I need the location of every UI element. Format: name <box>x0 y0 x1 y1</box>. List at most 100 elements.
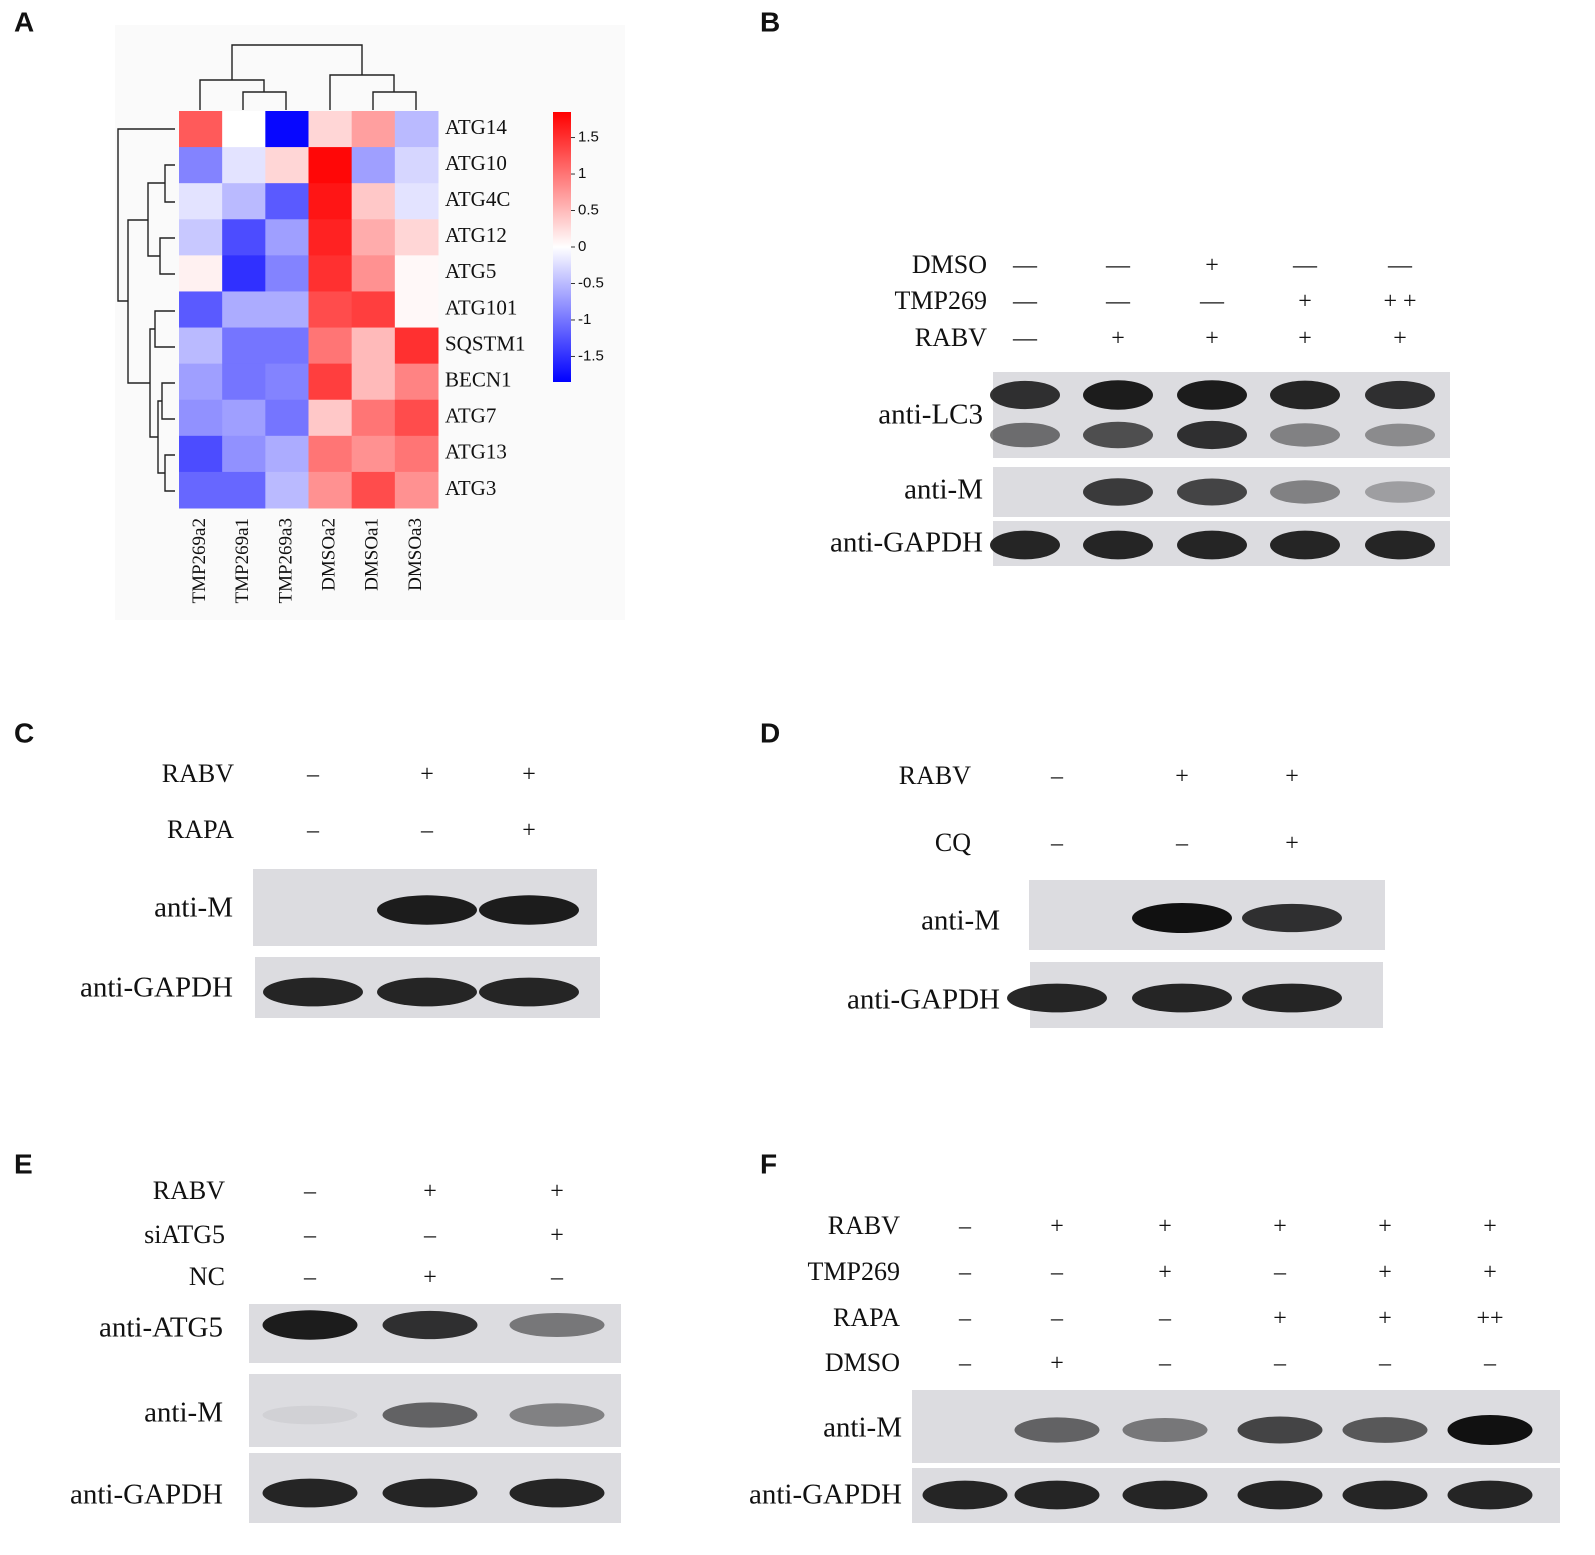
blot-band <box>1083 530 1153 560</box>
heatmap-cell <box>265 363 309 401</box>
heatmap-cell <box>265 291 309 329</box>
gene-label: ATG5 <box>445 259 496 283</box>
heatmap-cell <box>265 471 309 509</box>
condition-label: RABV <box>828 1211 900 1240</box>
blot-band <box>479 977 579 1007</box>
heatmap-cell <box>179 147 223 184</box>
blot-band <box>263 977 363 1007</box>
heatmap-cell <box>394 435 439 473</box>
blot-band <box>1132 903 1232 933</box>
column-dendrogram <box>199 44 417 110</box>
sign: + <box>1483 1260 1497 1286</box>
blot-band <box>1242 903 1342 933</box>
sign: + <box>1285 764 1299 790</box>
sign: – <box>1158 1306 1172 1332</box>
heatmap-cell <box>179 111 223 148</box>
sign: – <box>1050 831 1064 857</box>
gene-label: ATG101 <box>445 295 517 319</box>
heatmap-cell <box>265 111 309 148</box>
condition-label: siATG5 <box>144 1220 225 1249</box>
blot-label: anti-LC3 <box>878 399 983 431</box>
sign: + <box>1050 1351 1064 1377</box>
colorbar-tick-label: 0 <box>578 238 586 255</box>
colorbar <box>553 112 571 382</box>
sign: — <box>1012 289 1038 315</box>
heatmap-cell <box>351 327 396 365</box>
sign: – <box>550 1265 564 1291</box>
condition-label: TMP269 <box>895 286 987 315</box>
blot-band <box>1132 983 1232 1013</box>
blot-band <box>1447 1415 1533 1445</box>
blot-band <box>1177 478 1247 506</box>
sign: – <box>303 1179 317 1205</box>
heatmap-cell <box>222 111 266 148</box>
sign: – <box>1050 1306 1064 1332</box>
heatmap-cell <box>308 435 353 473</box>
heatmap-cell <box>179 327 223 365</box>
heatmap-cell <box>394 363 439 401</box>
sign: + <box>1158 1214 1172 1240</box>
panel-label: A <box>14 6 34 37</box>
sign: – <box>420 818 434 844</box>
condition-label: RABV <box>162 759 234 788</box>
heatmap-cell <box>308 363 353 401</box>
gene-label: ATG7 <box>445 404 496 428</box>
heatmap-cell <box>394 147 439 184</box>
sign: — <box>1292 253 1318 279</box>
sign: + <box>1205 326 1219 352</box>
sign: + <box>1111 326 1125 352</box>
heatmap-cell <box>222 399 266 437</box>
condition-label: RABV <box>899 761 971 790</box>
panel-label: D <box>760 717 780 748</box>
heatmap-cell <box>351 291 396 329</box>
sign: — <box>1105 289 1131 315</box>
blot-label: anti-M <box>144 1397 223 1429</box>
blot-band <box>1083 421 1153 449</box>
blot-band <box>1237 1416 1323 1444</box>
sign: – <box>303 1265 317 1291</box>
heatmap-cell <box>351 471 396 509</box>
heatmap-cell <box>265 327 309 365</box>
heatmap-cell <box>265 255 309 292</box>
sign: – <box>1273 1260 1287 1286</box>
gene-label: ATG12 <box>445 223 507 247</box>
blot-band <box>1342 1480 1428 1510</box>
sign: – <box>1483 1351 1497 1377</box>
blot-band <box>382 1478 478 1508</box>
blot-band <box>1177 530 1247 560</box>
blot-band <box>922 1480 1008 1510</box>
blot-band <box>990 422 1060 448</box>
panel-label: C <box>14 717 34 748</box>
blot-band <box>262 1310 358 1340</box>
sign: + <box>522 818 536 844</box>
blot-band <box>509 1403 605 1427</box>
colorbar-tick-label: -0.5 <box>578 274 604 291</box>
condition-label: DMSO <box>825 1348 900 1377</box>
blot-band <box>1007 983 1107 1013</box>
blot-band <box>382 1310 478 1340</box>
gene-label: ATG3 <box>445 476 496 500</box>
sign: + <box>423 1265 437 1291</box>
blot-band <box>1365 423 1435 447</box>
blot-band <box>1122 1418 1208 1442</box>
sample-label: TMP269a1 <box>232 518 253 604</box>
blot-label: anti-M <box>921 905 1000 937</box>
heatmap-cell <box>265 219 309 256</box>
blot-band <box>1083 380 1153 410</box>
sample-label: TMP269a3 <box>275 518 296 604</box>
heatmap-cell <box>265 183 309 220</box>
blot-band <box>1083 478 1153 506</box>
heatmap-cell <box>351 435 396 473</box>
blot-band <box>1270 423 1340 447</box>
blot-band <box>1237 1480 1323 1510</box>
colorbar-tick-label: -1.5 <box>578 347 604 364</box>
blot-label: anti-M <box>823 1412 902 1444</box>
gene-label: BECN1 <box>445 367 512 391</box>
colorbar-tick-label: 0.5 <box>578 201 599 218</box>
blot-band <box>1365 380 1435 410</box>
sign: + <box>1050 1214 1064 1240</box>
sign: + <box>522 762 536 788</box>
heatmap-cell <box>351 147 396 184</box>
sign: + <box>1483 1214 1497 1240</box>
